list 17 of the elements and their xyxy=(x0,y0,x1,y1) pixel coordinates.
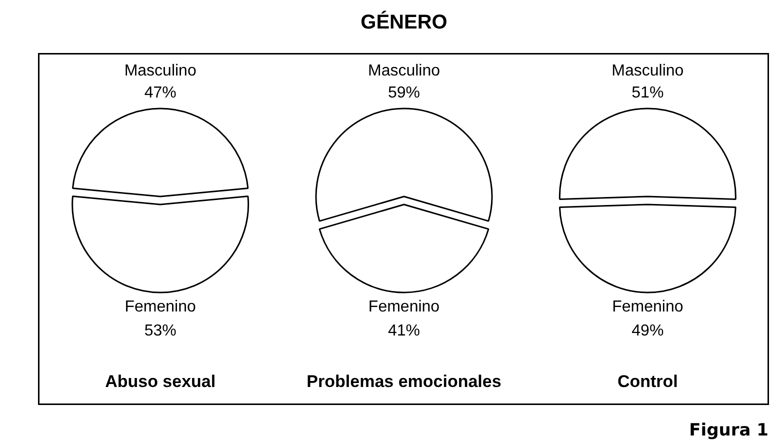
slice-label: Femenino xyxy=(124,298,196,316)
data-label: 53% xyxy=(144,322,176,340)
data-label: 59% xyxy=(388,84,420,102)
chart-title: GÉNERO xyxy=(360,10,448,34)
data-label: 41% xyxy=(388,322,420,340)
text: Control xyxy=(617,372,678,391)
text: Figura 1 xyxy=(689,420,769,440)
data-label: 51% xyxy=(632,84,664,102)
text: Problemas emocionales xyxy=(306,372,502,391)
data-label: 47% xyxy=(144,84,176,102)
slice-label: Femenino xyxy=(612,298,684,316)
slice-label: Masculino xyxy=(368,62,440,80)
slice-label: Masculino xyxy=(124,62,196,80)
slice-label: Femenino xyxy=(368,298,440,316)
slice-label: Masculino xyxy=(612,62,684,80)
data-label: 49% xyxy=(632,322,664,340)
text: Abuso sexual xyxy=(105,372,216,391)
